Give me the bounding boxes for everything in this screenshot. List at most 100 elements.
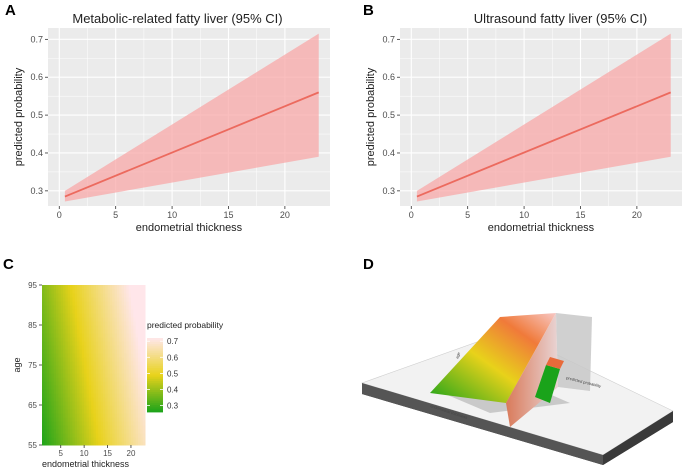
heat-cell	[58, 417, 62, 422]
heat-cell	[51, 341, 55, 346]
heat-cell	[93, 425, 97, 430]
heat-cell	[91, 417, 94, 422]
heat-cell	[88, 317, 92, 322]
heat-cell	[44, 397, 48, 402]
d-base-edge-right	[603, 411, 673, 465]
heat-cell	[109, 421, 113, 426]
heat-cell	[98, 337, 102, 342]
heat-cell	[126, 433, 130, 438]
heat-cell	[107, 345, 111, 350]
heat-cell	[72, 297, 76, 302]
heat-cell	[53, 357, 57, 362]
heat-cell	[49, 293, 52, 298]
heat-cell	[114, 413, 118, 418]
heat-cell	[105, 373, 109, 378]
heat-cell	[112, 341, 116, 346]
heat-cell	[140, 429, 144, 434]
heat-cell	[140, 313, 144, 318]
heat-cell	[116, 389, 120, 394]
heat-cell	[70, 409, 73, 414]
heat-cell	[49, 393, 52, 398]
heat-cell	[100, 433, 104, 438]
heat-cell	[142, 377, 146, 382]
heat-cell	[49, 285, 52, 290]
heat-cell	[79, 441, 83, 446]
heat-cell	[135, 377, 139, 382]
heat-cell	[46, 341, 50, 346]
heat-cell	[65, 341, 69, 346]
heat-cell	[137, 409, 141, 414]
heat-cell	[98, 373, 102, 378]
heat-cell	[60, 333, 64, 338]
heat-cell	[121, 429, 125, 434]
heat-cell	[70, 301, 73, 306]
heat-cell	[105, 385, 109, 390]
heat-cell	[70, 337, 73, 342]
heat-cell	[98, 381, 102, 386]
heat-cell	[53, 433, 57, 438]
heat-cell	[46, 397, 50, 402]
heat-cell	[58, 289, 62, 294]
heat-cell	[135, 333, 139, 338]
x-tick-label: 20	[280, 210, 290, 220]
legend-color-step	[147, 400, 163, 404]
heat-cell	[77, 361, 80, 366]
heat-cell	[121, 405, 125, 410]
heat-cell	[86, 321, 90, 326]
heat-cell	[140, 413, 144, 418]
heat-cell	[56, 369, 59, 374]
heat-cell	[128, 321, 132, 326]
heat-cell	[130, 441, 134, 446]
heat-cell	[70, 405, 73, 410]
heat-cell	[46, 301, 50, 306]
heat-cell	[56, 321, 59, 326]
heat-cell	[79, 397, 83, 402]
heat-cell	[140, 441, 144, 446]
heat-cell	[102, 369, 106, 374]
heat-cell	[140, 393, 144, 398]
heat-cell	[67, 389, 71, 394]
heat-cell	[105, 345, 109, 350]
heat-cell	[74, 393, 78, 398]
heat-cell	[128, 305, 132, 310]
heat-cell	[102, 365, 106, 370]
heat-cell	[86, 369, 90, 374]
heat-cell	[77, 405, 80, 410]
heat-cell	[109, 333, 113, 338]
heat-cell	[63, 381, 66, 386]
heat-cell	[58, 353, 62, 358]
heat-cell	[63, 293, 66, 298]
heat-cell	[88, 345, 92, 350]
heat-cell	[58, 333, 62, 338]
heat-cell	[65, 293, 69, 298]
heat-cell	[63, 429, 66, 434]
heat-cell	[84, 397, 87, 402]
heat-cell	[70, 357, 73, 362]
heat-cell	[95, 441, 99, 446]
heat-cell	[137, 305, 141, 310]
heat-cell	[65, 349, 69, 354]
heat-cell	[98, 285, 102, 290]
heat-cell	[123, 369, 127, 374]
heat-cell	[98, 413, 102, 418]
heat-cell	[121, 365, 125, 370]
heat-cell	[63, 441, 66, 446]
heat-cell	[116, 317, 120, 322]
heat-cell	[100, 425, 104, 430]
heat-cell	[102, 385, 106, 390]
heat-cell	[102, 329, 106, 334]
heat-cell	[130, 409, 134, 414]
heat-cell	[42, 297, 45, 302]
heat-cell	[121, 425, 125, 430]
heat-cell	[133, 397, 137, 402]
heat-cell	[102, 285, 106, 290]
heat-cell	[116, 297, 120, 302]
heat-cell	[86, 361, 90, 366]
heat-cell	[72, 381, 76, 386]
heat-cell	[65, 353, 69, 358]
y-tick-label: 0.5	[30, 110, 43, 120]
heat-cell	[42, 425, 45, 430]
heat-cell	[114, 329, 118, 334]
